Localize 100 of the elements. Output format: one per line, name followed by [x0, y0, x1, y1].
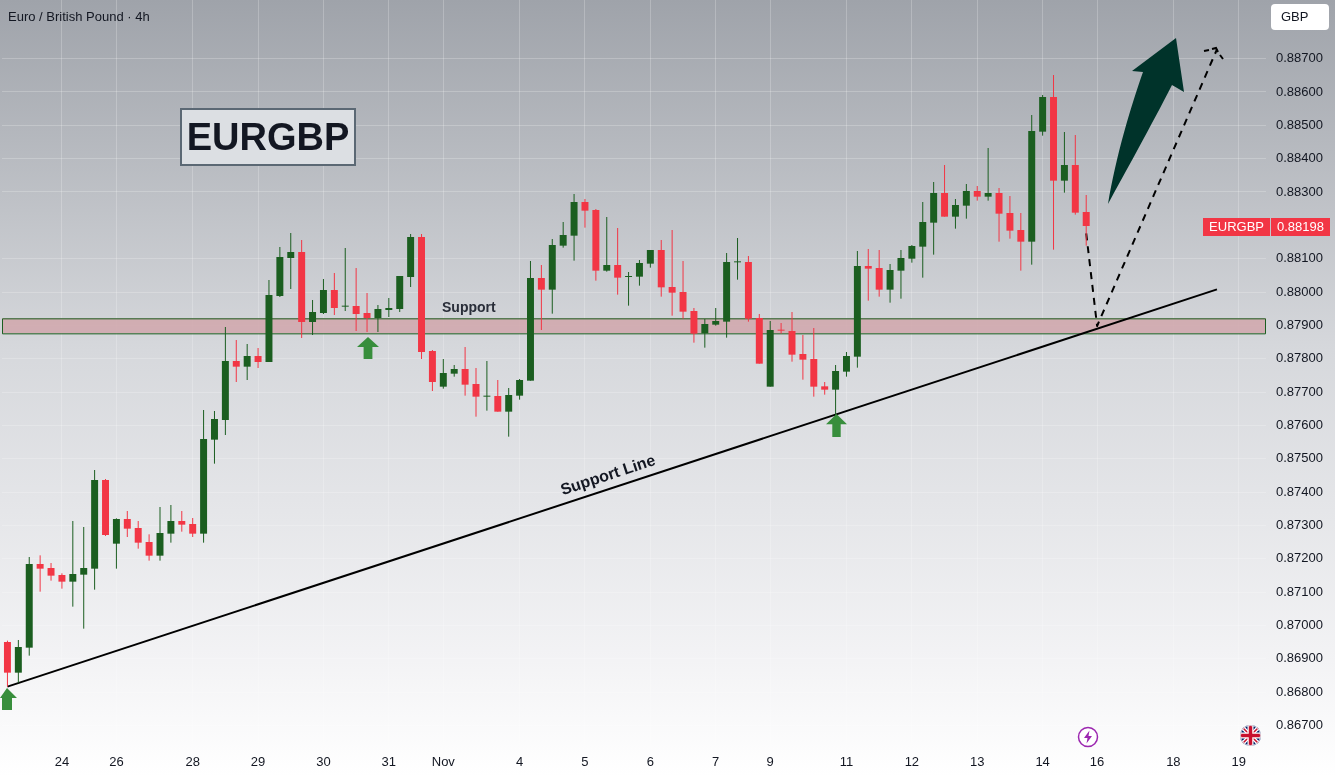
annotation: EURGBP	[180, 108, 356, 166]
candlestick	[1082, 194, 1090, 247]
candlestick	[211, 410, 218, 465]
y-tick-label: 0.87600	[1276, 416, 1323, 432]
y-tick-label: 0.87400	[1276, 483, 1323, 499]
candlestick	[581, 198, 589, 229]
y-tick-label: 0.87700	[1276, 383, 1323, 399]
y-tick-label: 0.86800	[1276, 683, 1323, 699]
candlestick	[799, 334, 807, 381]
x-tick-label: 19	[1231, 754, 1246, 770]
candlestick	[690, 307, 698, 344]
y-tick-label: 0.88100	[1276, 250, 1323, 266]
candlestick	[559, 221, 567, 249]
candlestick	[36, 554, 44, 593]
candlestick	[1006, 195, 1014, 240]
y-tick-label: 0.87500	[1276, 450, 1323, 466]
y-tick-label: 0.86700	[1276, 716, 1323, 732]
candlestick	[625, 271, 633, 307]
candlestick	[483, 360, 491, 412]
candlestick	[537, 264, 545, 331]
candlestick	[962, 183, 970, 220]
x-tick-label: 30	[316, 754, 331, 770]
y-tick-label: 0.88000	[1276, 283, 1323, 299]
candlestick	[614, 227, 622, 296]
candlestick	[145, 533, 153, 562]
y-tick-label: 0.88600	[1276, 83, 1323, 99]
candlestick	[232, 339, 240, 383]
x-tick-label: 5	[581, 754, 589, 770]
candlestick	[178, 510, 186, 533]
y-tick-label: 0.87000	[1276, 616, 1323, 632]
candlestick	[254, 347, 262, 369]
candlestick	[243, 343, 251, 381]
candlestick	[941, 164, 949, 218]
annotation: EURGBP	[1203, 218, 1270, 236]
candlestick	[58, 572, 66, 590]
candlestick	[897, 249, 905, 300]
candlestick	[832, 364, 840, 416]
candlestick	[679, 260, 687, 320]
y-tick-label: 0.86900	[1276, 650, 1323, 666]
candlestick	[875, 249, 883, 298]
candlestick	[189, 517, 197, 538]
band-label: Support	[442, 299, 496, 316]
candlestick	[635, 259, 643, 287]
x-tick-label: Nov	[431, 754, 456, 770]
y-tick-label: 0.87100	[1276, 583, 1323, 599]
candlestick	[461, 346, 469, 397]
candlestick	[319, 278, 327, 315]
text: 0.88198	[1271, 218, 1330, 236]
candlestick	[167, 504, 175, 544]
x-tick-label: 11	[839, 754, 854, 770]
x-tick-label: 7	[712, 754, 720, 770]
x-tick-label: 4	[515, 754, 524, 770]
candlestick	[1017, 212, 1025, 272]
candlestick	[864, 248, 872, 302]
candlestick	[287, 232, 295, 290]
x-tick-label: 6	[646, 754, 654, 770]
candlestick	[123, 510, 131, 538]
candlestick	[505, 387, 513, 438]
x-tick-label: 9	[766, 754, 774, 770]
candlestick	[363, 292, 371, 333]
x-tick-label: 16	[1089, 754, 1105, 770]
candlestick	[439, 358, 447, 390]
x-tick-label: 28	[185, 754, 200, 770]
candlestick	[1060, 131, 1068, 194]
y-axis-title: GBP	[1271, 4, 1329, 30]
candlestick	[843, 351, 850, 378]
candlestick	[886, 263, 894, 304]
x-tick-label: 29	[250, 754, 266, 770]
y-tick-label: 0.88400	[1276, 150, 1323, 166]
candlestick	[494, 379, 502, 413]
candlestick	[80, 526, 88, 630]
candlestick	[777, 322, 785, 335]
y-tick-label: 0.87300	[1276, 516, 1323, 532]
candlestick	[995, 187, 1003, 243]
x-tick-label: 26	[109, 754, 124, 770]
text: Euro / British Pound · 4h	[8, 9, 150, 24]
candlestick	[734, 237, 741, 281]
candlestick	[603, 216, 611, 273]
y-tick-label: 0.88500	[1276, 116, 1323, 132]
candlestick	[69, 520, 77, 608]
candlestick	[951, 198, 959, 230]
x-tick-label: 18	[1166, 754, 1181, 770]
y-tick-label: 0.87900	[1276, 316, 1323, 332]
candlestick	[668, 229, 676, 317]
y-tick-label: 0.87200	[1276, 550, 1323, 566]
candlestick	[341, 247, 349, 312]
x-tick-label: 24	[54, 754, 70, 770]
x-tick-label: 14	[1035, 754, 1050, 770]
y-tick-label: 0.88700	[1276, 50, 1323, 66]
candlestick	[134, 520, 142, 550]
x-tick-label: 13	[970, 754, 985, 770]
x-tick-label: 31	[381, 754, 397, 770]
candlestick	[516, 378, 524, 401]
candlestick	[352, 267, 360, 332]
candlestick	[984, 147, 992, 202]
y-tick-label: 0.87800	[1276, 350, 1323, 366]
x-tick-label: 12	[904, 754, 920, 770]
y-tick-label: 0.88300	[1276, 183, 1323, 199]
candlestick	[330, 272, 338, 316]
candlestick	[47, 562, 55, 582]
